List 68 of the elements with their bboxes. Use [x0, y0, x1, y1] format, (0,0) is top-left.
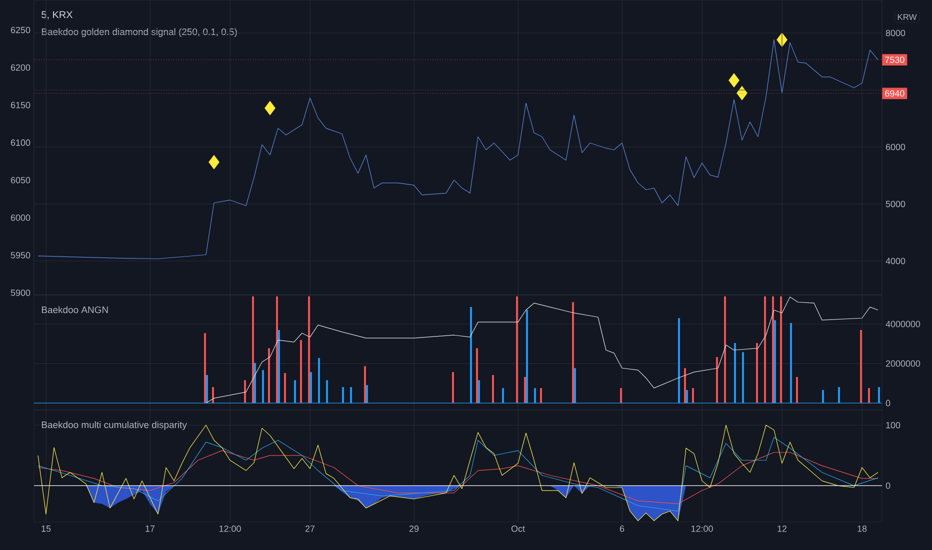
bar — [364, 366, 366, 404]
bar — [276, 296, 278, 404]
ref-line-label: 7530 — [885, 56, 904, 63]
point — [264, 100, 276, 116]
x-tick-label: 15 — [42, 526, 51, 532]
x-tick-label: 18 — [858, 526, 867, 532]
y-tick-label: 0 — [886, 400, 890, 406]
text: Baekdoo ANGN — [42, 306, 108, 314]
bar — [860, 330, 862, 404]
text: Baekdoo multi cumulative disparity — [42, 421, 187, 430]
text: Baekdoo golden diamond signal (250, 0.1, 0.5) — [42, 28, 237, 38]
x-tick-label: 27 — [305, 526, 315, 532]
y2-axis-title: KRW — [898, 14, 917, 20]
y2-tick-label: 5000 — [886, 200, 906, 208]
text: 5, KRX — [42, 11, 73, 20]
y-tick-label: 5900 — [10, 290, 30, 296]
y-tick-label: 6250 — [10, 26, 30, 34]
y-tick-label: 6100 — [10, 139, 30, 146]
y2-tick-label: 8000 — [886, 30, 906, 36]
bar — [692, 388, 694, 404]
line-series — [206, 296, 878, 404]
y-tick-label: 100 — [886, 422, 900, 428]
line-series — [38, 450, 878, 504]
y-tick-label: 4000000 — [886, 320, 920, 328]
bar — [756, 343, 758, 404]
bar — [764, 296, 766, 404]
point — [208, 154, 220, 170]
bar — [524, 377, 526, 404]
y2-tick-label: 4000 — [886, 258, 906, 264]
bar — [204, 333, 206, 404]
y-tick-label: 0 — [886, 482, 890, 489]
x-tick-label: 12:00 — [219, 526, 241, 532]
bar — [452, 372, 454, 404]
bar — [772, 296, 774, 404]
y-tick-label: 6000 — [10, 214, 30, 221]
bar — [796, 377, 798, 404]
bar — [572, 302, 574, 404]
x-tick-label: 12:00 — [691, 526, 713, 532]
bar — [268, 348, 270, 404]
ref-line-label: 6940 — [885, 90, 904, 97]
bar — [212, 387, 214, 404]
bar — [724, 296, 726, 404]
point — [728, 73, 740, 88]
y-tick-label: 6200 — [10, 64, 30, 71]
bar — [284, 373, 286, 404]
bar — [780, 296, 782, 404]
bar — [300, 340, 302, 404]
bar — [516, 296, 518, 404]
y-tick-label: 6050 — [10, 176, 30, 184]
point — [736, 86, 748, 100]
bar — [868, 388, 870, 404]
x-tick-label: 12 — [778, 526, 787, 532]
bar — [476, 348, 478, 404]
x-tick-label: Oct — [511, 526, 525, 532]
bar — [684, 368, 686, 404]
x-tick-label: 17 — [146, 526, 155, 532]
bar — [244, 380, 246, 404]
bar — [716, 357, 718, 404]
y-tick-label: 6150 — [10, 102, 30, 108]
x-tick-label: 29 — [409, 526, 419, 532]
x-tick-label: 6 — [620, 526, 624, 532]
y-tick-label: 5950 — [10, 252, 30, 258]
y-tick-label: 2000000 — [886, 360, 920, 367]
bar — [492, 375, 494, 404]
bar — [252, 296, 254, 404]
bar — [540, 388, 542, 404]
bar — [308, 296, 310, 404]
bar — [620, 388, 622, 404]
